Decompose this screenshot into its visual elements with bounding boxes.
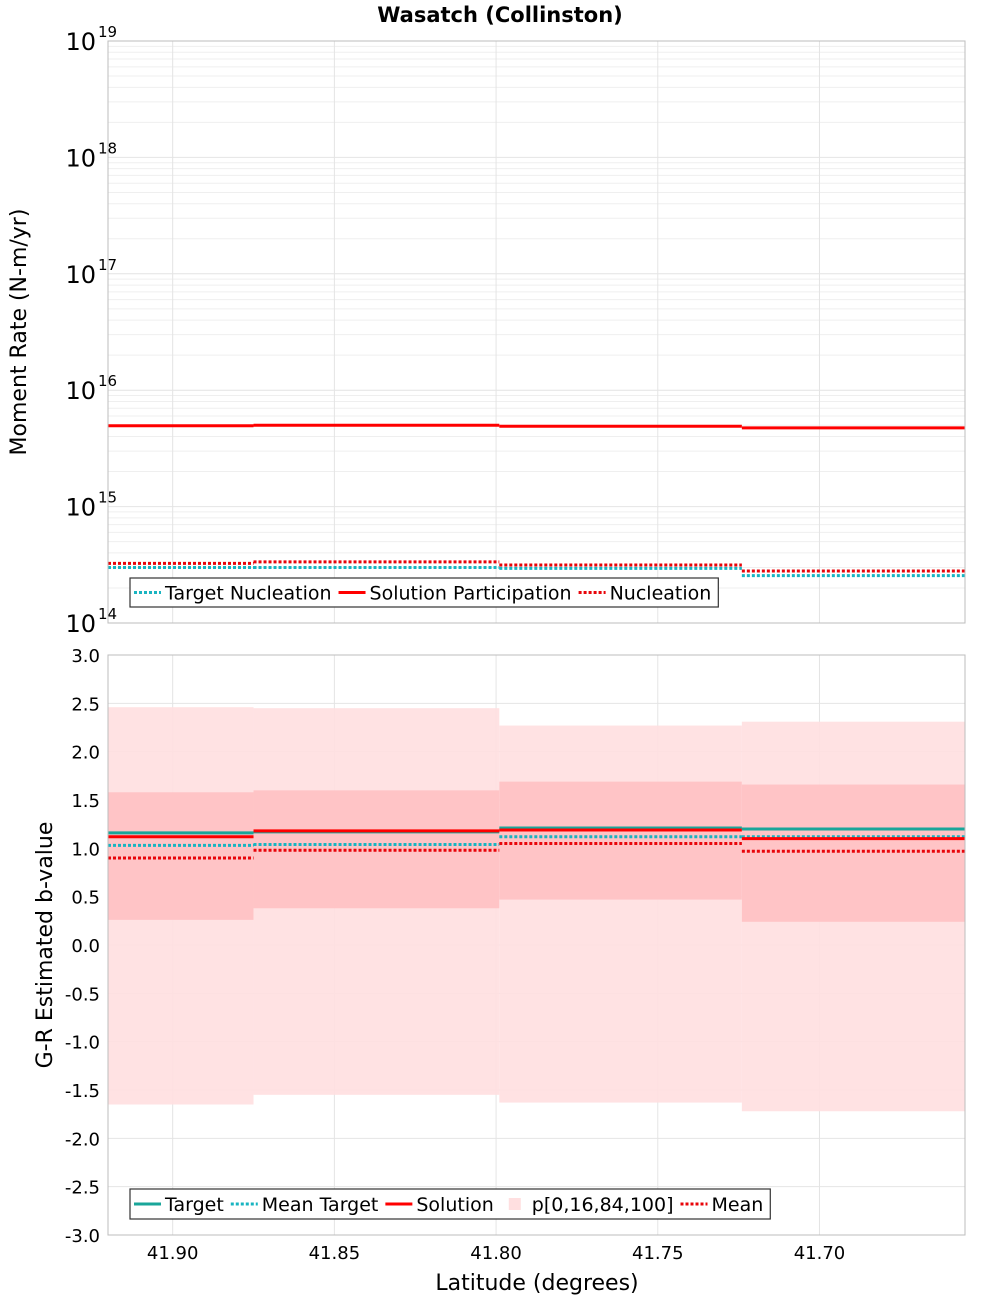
- x-tick-label: 41.75: [632, 1243, 684, 1264]
- x-tick-label: 41.90: [147, 1243, 199, 1264]
- bvalue-plot-frame: [107, 654, 966, 1236]
- moment-y-tick-label: 10: [65, 377, 96, 405]
- moment-legend: Target Nucleation Solution Participation N…: [129, 577, 719, 608]
- x-tick-label: 41.70: [794, 1243, 846, 1264]
- percentile-band-inner: [108, 792, 254, 920]
- bvalue-y-tick-label: -2.0: [65, 1129, 100, 1150]
- moment-y-tick-label: 10: [65, 261, 96, 289]
- percentile-band-inner: [499, 781, 742, 900]
- bvalue-y-tick-label: 1.0: [71, 839, 100, 860]
- moment-plot-background: [108, 41, 965, 623]
- bvalue-y-tick-label: -2.5: [65, 1178, 100, 1199]
- b-value-y-axis-label: G-R Estimated b-value: [33, 822, 58, 1069]
- bvalue-legend: Target Mean Target Solution p[0,16,84,100] M…: [129, 1188, 771, 1220]
- bvalue-y-tick-label: -1.0: [65, 1033, 100, 1054]
- bvalue-y-tick-label: -0.5: [65, 984, 100, 1005]
- latitude-x-axis-label: Latitude (degrees): [435, 1271, 638, 1296]
- moment-legend-label: Target Nucleation: [164, 583, 332, 605]
- percentile-band-inner: [741, 784, 965, 922]
- bvalue-y-tick-label: 2.5: [71, 694, 100, 715]
- moment-y-tick-label: 10: [65, 144, 96, 172]
- bvalue-y-tick-label: 0.0: [71, 936, 100, 957]
- bvalue-y-tick-label: -1.5: [65, 1081, 100, 1102]
- moment-y-tick-label: 10: [65, 610, 96, 638]
- bvalue-legend-label: Mean Target: [262, 1194, 379, 1216]
- bvalue-legend-label: Target: [164, 1194, 224, 1216]
- bvalue-y-tick-label: 2.0: [71, 743, 100, 764]
- bvalue-legend-label: Solution: [416, 1194, 493, 1216]
- bvalue-legend-swatch: [508, 1198, 521, 1210]
- moment-legend-box: [129, 577, 719, 608]
- moment-y-tick-label: 10: [65, 494, 96, 522]
- x-tick-label: 41.80: [470, 1243, 522, 1264]
- bvalue-y-tick-label: 0.5: [71, 888, 100, 909]
- moment-plot-frame: [107, 40, 966, 624]
- moment-y-tick-exponent: 19: [98, 23, 117, 41]
- chart-title: Wasatch (Collinston): [377, 3, 623, 27]
- bvalue-y-tick-label: -3.0: [65, 1226, 100, 1247]
- bvalue-y-tick-label: 3.0: [71, 646, 100, 667]
- moment-rate-y-axis-label: Moment Rate (N-m/yr): [7, 209, 32, 456]
- moment-legend-label: Solution Participation: [370, 583, 572, 605]
- bvalue-y-tick-label: 1.5: [71, 791, 100, 812]
- moment-legend-label: Nucleation: [610, 583, 712, 605]
- bvalue-legend-label: p[0,16,84,100]: [532, 1194, 674, 1216]
- x-tick-label: 41.85: [309, 1243, 361, 1264]
- bvalue-legend-label: Mean: [712, 1194, 764, 1216]
- b-value-panel: -3.0 -2.5 -2.0 -1.5 -1.0 -0.5 0.0 0.5 1.0 1.5 2.0 2…: [65, 646, 966, 1264]
- moment-y-tick-label: 10: [65, 28, 96, 56]
